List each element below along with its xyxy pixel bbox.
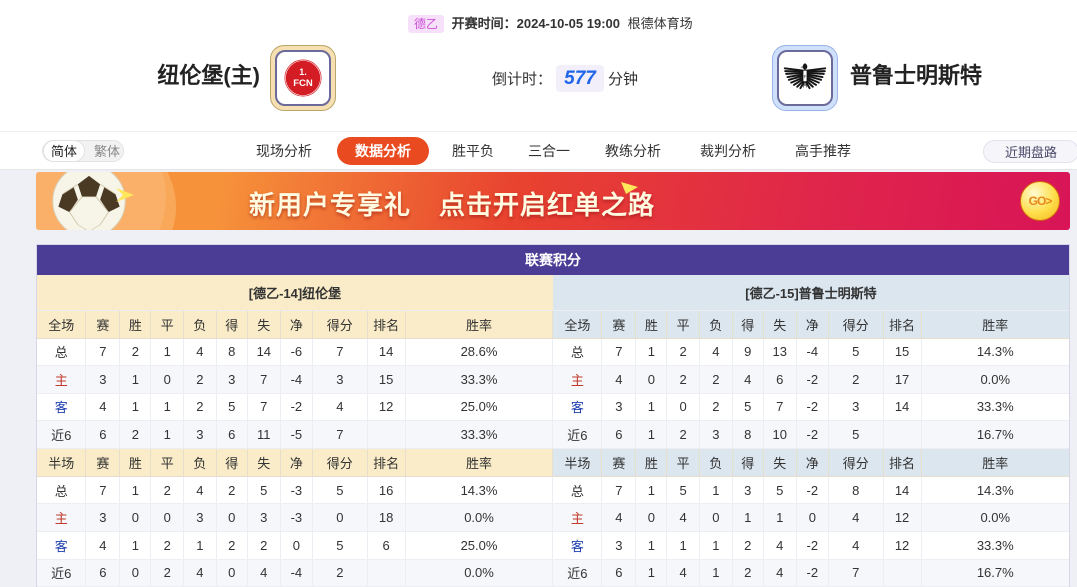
svg-text:FCN: FCN — [293, 78, 313, 89]
svg-text:1.: 1. — [299, 67, 307, 77]
